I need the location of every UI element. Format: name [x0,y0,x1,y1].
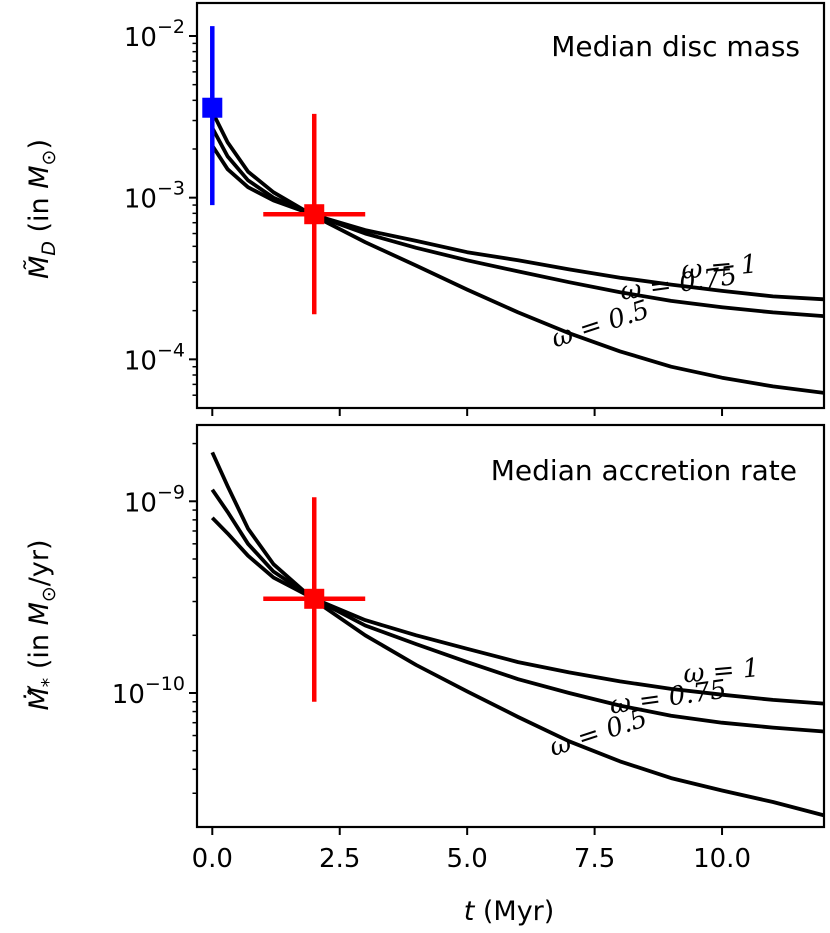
plot-area [210,451,824,818]
x-tick-label: 5.0 [446,844,487,874]
x-tick-label: 2.5 [319,844,360,874]
plot-area [202,26,824,395]
panel-title: Median disc mass [551,30,800,63]
y-tick-label: 10−3 [124,178,185,215]
panel-title: Median accretion rate [491,454,797,487]
series-line-2 [210,451,824,818]
x-axis-label: t (Myr) [464,896,555,927]
panel-disc-mass: Median disc mass M̃D (in M⊙) ω = 1ω = 0.… [23,1,826,416]
y-tick-label: 10−10 [112,673,185,710]
x-tick-label: 0.0 [192,844,233,874]
panel-accretion-rate: Median accretion rate Ṁ̃* (in M⊙/yr) t (… [23,423,826,927]
axes-frame [195,423,826,829]
y-tick-label: 10−9 [124,481,185,518]
x-tick-label: 10.0 [693,844,751,874]
y-axis-label: M̃D (in M⊙) [23,139,60,279]
series-line-0 [210,516,824,706]
blue-point-marker [202,97,223,118]
x-tick-label: 7.5 [574,844,615,874]
series-line-0 [210,144,824,302]
series-line-1 [210,127,824,318]
red-point-marker [304,204,325,225]
series-line-2 [210,110,824,395]
y-axis-label: Ṁ̃* (in M⊙/yr) [23,539,60,710]
curve-label: ω = 1 [682,653,760,690]
red-point-marker [304,588,325,609]
y-tick-label: 10−4 [124,339,185,376]
series-line-1 [210,488,824,734]
y-tick-label: 10−2 [124,16,185,53]
curve-label: ω = 1 [680,249,758,286]
